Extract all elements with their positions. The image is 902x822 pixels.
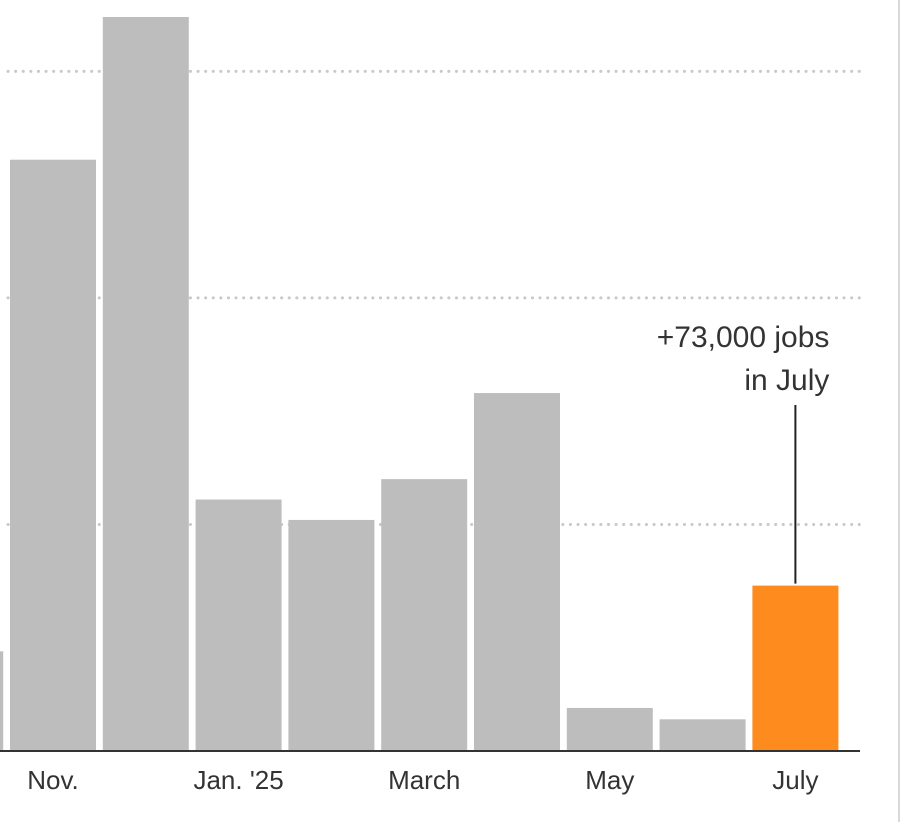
bar: [10, 159, 96, 751]
x-tick-label: July: [772, 765, 818, 795]
bar: [474, 393, 560, 751]
bar: [381, 479, 468, 751]
annotation-text: in July: [744, 364, 829, 397]
x-tick-label: May: [585, 765, 634, 795]
bar: [659, 719, 746, 751]
bar: [102, 16, 189, 751]
bar: [752, 585, 839, 751]
bar: [566, 707, 653, 751]
x-tick-label: Jan. '25: [193, 765, 283, 795]
x-tick-label: Nov.: [27, 765, 79, 795]
bar: [0, 651, 4, 751]
bar: [288, 519, 375, 751]
x-tick-label: March: [388, 765, 460, 795]
annotation-text: +73,000 jobs: [657, 321, 830, 354]
bar: [195, 499, 282, 751]
